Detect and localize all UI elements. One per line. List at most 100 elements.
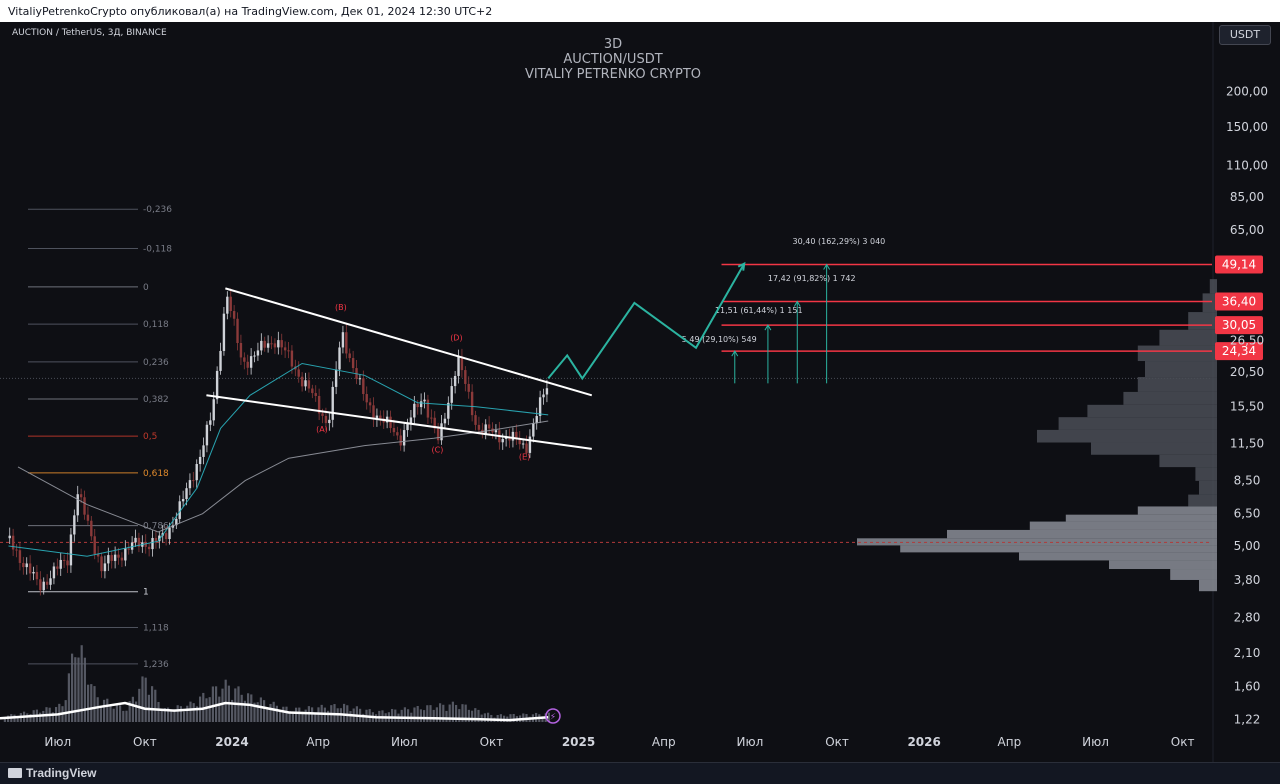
volume-profile-bar xyxy=(1065,514,1217,522)
candle-body xyxy=(525,443,528,453)
candle-body xyxy=(103,563,107,572)
candle-body xyxy=(134,537,137,543)
volume-bar xyxy=(70,653,74,722)
volume-bar xyxy=(259,697,262,722)
fib-level-label: 0 xyxy=(143,283,149,293)
volume-bar xyxy=(141,676,144,722)
volume-bar xyxy=(400,709,403,722)
volume-bar xyxy=(547,712,550,722)
candle-body xyxy=(375,415,379,420)
candle-body xyxy=(185,488,188,500)
volume-bar xyxy=(285,706,288,722)
candle-body xyxy=(535,415,538,424)
candle-body xyxy=(413,403,416,418)
candle-body xyxy=(232,311,236,319)
volume-bar xyxy=(211,686,214,722)
candle-body xyxy=(290,350,294,367)
volume-bar xyxy=(64,700,67,722)
candle-body xyxy=(151,537,154,550)
candle-body xyxy=(90,520,93,537)
candle-body xyxy=(83,497,86,515)
wave-label: (C) xyxy=(432,445,444,454)
chart-title-line: VITALIY PETRENKO CRYPTO xyxy=(525,67,701,82)
volume-profile-bar xyxy=(1199,480,1217,495)
price-axis-tick: 15,50 xyxy=(1230,400,1264,414)
volume-bar xyxy=(115,704,118,722)
candle-body xyxy=(120,557,124,561)
target-gain-label: 30,40 (162,29%) 3 040 xyxy=(793,237,886,246)
wave-label: (E) xyxy=(519,452,530,461)
price-axis-tick: 65,00 xyxy=(1230,223,1264,237)
target-price-badge xyxy=(1215,292,1263,311)
candle-body xyxy=(59,559,62,569)
candle-body xyxy=(368,402,372,406)
candle-body xyxy=(287,350,290,352)
target-gain-label: 17,42 (91,82%) 1 742 xyxy=(768,274,856,283)
volume-bar xyxy=(218,696,221,722)
volume-bar xyxy=(86,684,90,722)
candle-body xyxy=(358,378,362,380)
candle-body xyxy=(52,566,56,579)
date-axis: Июл Окт 2024 Апр Июл Окт 2025 Апр Июл Окт 2026 Апр И… xyxy=(44,735,1194,749)
volume-bar xyxy=(442,704,445,722)
candle-body xyxy=(348,353,351,359)
candle-body xyxy=(154,537,158,542)
chart-area[interactable]: 3D AUCTION/USDT VITALIY PETRENKO CRYPTO -0,… xyxy=(0,22,1280,762)
candle-body xyxy=(49,578,52,585)
candle-body xyxy=(331,386,334,420)
price-axis-tick: 200,00 xyxy=(1226,85,1268,99)
volume-bar xyxy=(486,712,490,722)
candle-body xyxy=(314,393,317,396)
date-axis-tick: Окт xyxy=(133,735,157,749)
volume-bar xyxy=(157,701,160,722)
fib-level-label: -0,118 xyxy=(143,244,172,254)
volume-bar xyxy=(272,701,275,722)
volume-bar xyxy=(477,709,480,722)
candle-body xyxy=(518,438,521,445)
symbol-label: AUCTION / TetherUS, 3Д, BINANCE xyxy=(12,28,167,38)
tradingview-logo: TradingView xyxy=(8,766,96,780)
triangle-upper-line xyxy=(225,287,593,397)
candle-body xyxy=(440,423,443,441)
tradingview-logo-icon xyxy=(8,768,22,778)
volume-bar xyxy=(438,703,442,722)
measure-arrow-head xyxy=(764,324,772,331)
candle-body xyxy=(307,380,311,389)
candle-body xyxy=(229,296,232,312)
volume-bar xyxy=(189,701,192,722)
price-axis-tick: 1,22 xyxy=(1234,713,1261,727)
volume-profile-bar xyxy=(1137,345,1217,362)
volume-bar xyxy=(509,714,512,722)
volume-bar xyxy=(170,711,173,722)
volume-bar xyxy=(26,713,29,722)
candle-body xyxy=(419,401,423,408)
target-price-label: 24,34 xyxy=(1222,344,1256,358)
volume-bar xyxy=(205,698,208,722)
price-axis-tick: 85,00 xyxy=(1230,190,1264,204)
candle-body xyxy=(93,536,96,554)
volume-bar xyxy=(432,709,435,722)
candle-body xyxy=(474,415,477,425)
fib-level-label: 0,786 xyxy=(143,522,169,532)
volume-bar xyxy=(326,710,330,722)
currency-button[interactable]: USDT xyxy=(1219,25,1271,45)
price-axis-tick: 2,80 xyxy=(1234,610,1261,624)
candle-body xyxy=(260,340,263,351)
volume-bar xyxy=(118,705,122,722)
candle-body xyxy=(484,424,487,435)
candle-body xyxy=(430,417,433,419)
volume-bar xyxy=(512,713,515,722)
candle-body xyxy=(402,430,406,446)
candle-body xyxy=(416,403,419,408)
wave-label: (B) xyxy=(335,303,347,312)
volume-bar xyxy=(186,705,189,722)
measure-arrow-head xyxy=(793,300,801,307)
candle-body xyxy=(144,542,147,547)
candle-body xyxy=(8,535,11,539)
candle-body xyxy=(328,419,331,424)
volume-profile-bar xyxy=(900,545,1217,553)
volume-bar xyxy=(294,707,298,722)
volume-bar xyxy=(269,703,272,722)
volume-bar xyxy=(349,711,352,722)
